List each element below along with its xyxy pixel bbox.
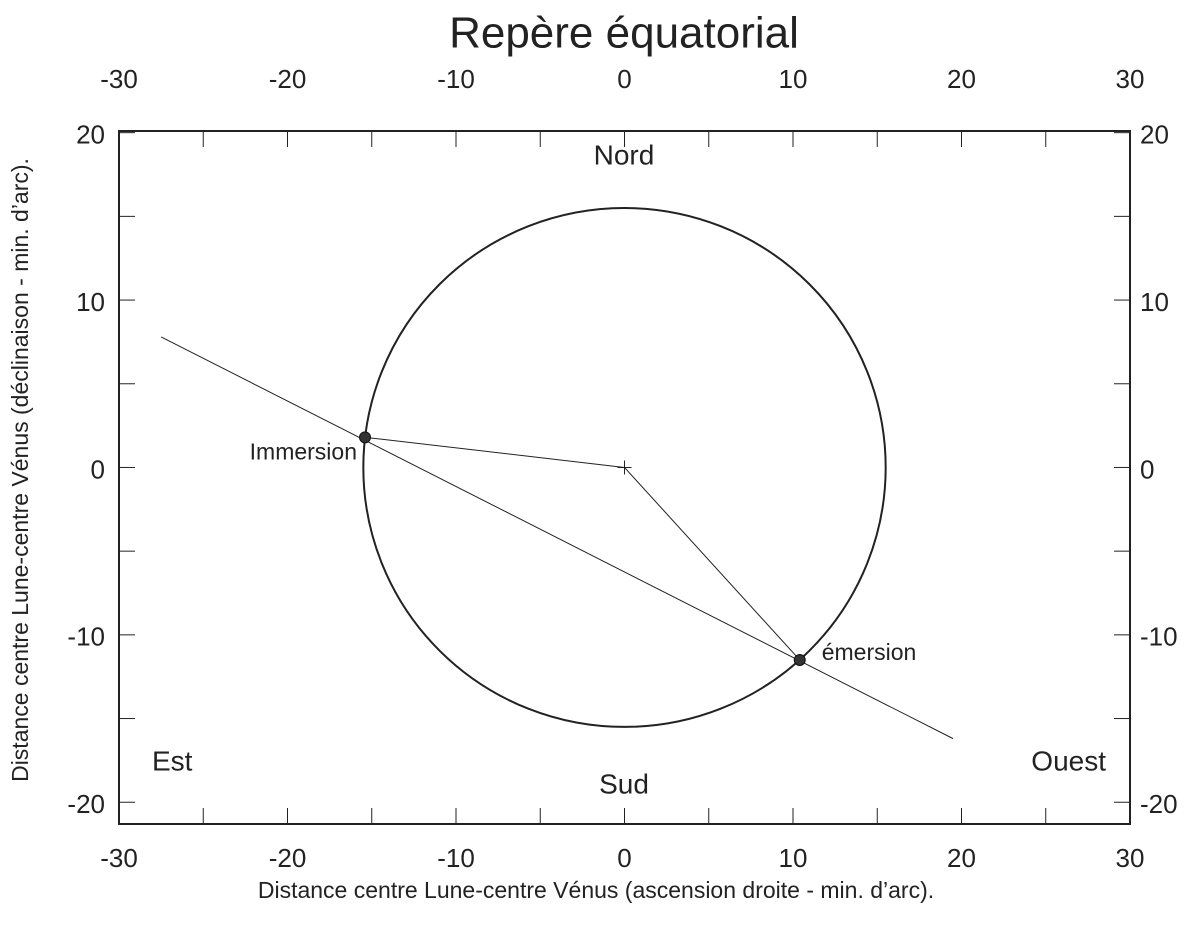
x-tick-label-top: 10	[779, 64, 808, 94]
y-tick-label-right: 10	[1140, 287, 1169, 317]
x-tick-label: 20	[947, 843, 976, 873]
x-tick-label: 10	[779, 843, 808, 873]
direction-label: Sud	[599, 768, 649, 799]
x-tick-label-top: 20	[947, 64, 976, 94]
y-axis-label: Distance centre Lune-centre Vénus (décli…	[7, 158, 33, 782]
y-tick-label-right: 0	[1140, 454, 1154, 484]
x-tick-label: -10	[437, 843, 475, 873]
y-tick-label-right: 20	[1140, 120, 1169, 150]
x-tick-label-top: -10	[437, 64, 475, 94]
y-tick-label: -20	[67, 789, 105, 819]
x-axis-label: Distance centre Lune-centre Vénus (ascen…	[258, 877, 934, 903]
y-tick-label-right: -10	[1140, 622, 1178, 652]
y-tick-label: -10	[67, 622, 105, 652]
x-tick-label: 30	[1116, 843, 1145, 873]
point-label: émersion	[822, 639, 917, 665]
radius-line	[624, 467, 801, 661]
y-tick-label-right: -20	[1140, 789, 1178, 819]
direction-label: Nord	[594, 139, 655, 170]
contact-point	[359, 431, 372, 444]
radius-line	[364, 436, 625, 468]
x-tick-label-top: 0	[617, 64, 631, 94]
direction-label: Ouest	[1031, 745, 1106, 776]
x-tick-label-top: -30	[100, 64, 138, 94]
x-tick-label: -30	[100, 843, 138, 873]
y-tick-label: 10	[76, 287, 105, 317]
x-tick-label: 0	[617, 843, 631, 873]
point-label: Immersion	[250, 438, 357, 464]
plot-frame	[118, 130, 1131, 825]
y-tick-label: 0	[91, 454, 105, 484]
x-tick-label: -20	[269, 843, 307, 873]
chart-title: Repère équatorial	[449, 9, 799, 58]
y-tick-label: 20	[76, 120, 105, 150]
x-tick-label-top: 30	[1116, 64, 1145, 94]
x-tick-label-top: -20	[269, 64, 307, 94]
moon-outline	[362, 207, 887, 728]
contact-point	[793, 653, 806, 666]
direction-label: Est	[152, 745, 193, 776]
track-line	[160, 336, 954, 740]
